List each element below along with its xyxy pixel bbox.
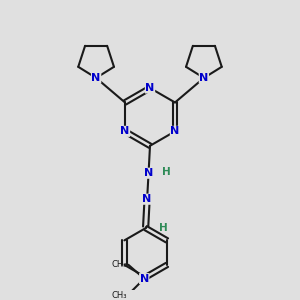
Text: H: H	[159, 223, 167, 232]
Text: N: N	[144, 168, 153, 178]
Text: N: N	[140, 274, 149, 284]
Text: H: H	[162, 167, 170, 177]
Text: N: N	[170, 126, 180, 136]
Text: N: N	[146, 83, 154, 93]
Text: CH₃: CH₃	[111, 260, 127, 269]
Text: N: N	[92, 73, 101, 83]
Text: N: N	[142, 194, 152, 204]
Text: N: N	[120, 126, 130, 136]
Text: N: N	[199, 73, 208, 83]
Text: CH₃: CH₃	[111, 291, 127, 300]
